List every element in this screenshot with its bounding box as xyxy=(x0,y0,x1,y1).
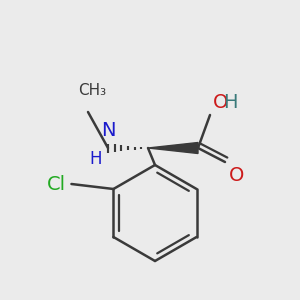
Text: H: H xyxy=(90,150,102,168)
Text: Cl: Cl xyxy=(47,175,66,194)
Polygon shape xyxy=(148,142,198,154)
Text: O: O xyxy=(213,93,228,112)
Text: N: N xyxy=(101,121,115,140)
Text: O: O xyxy=(229,166,244,185)
Text: H: H xyxy=(223,93,238,112)
Text: CH₃: CH₃ xyxy=(78,83,106,98)
